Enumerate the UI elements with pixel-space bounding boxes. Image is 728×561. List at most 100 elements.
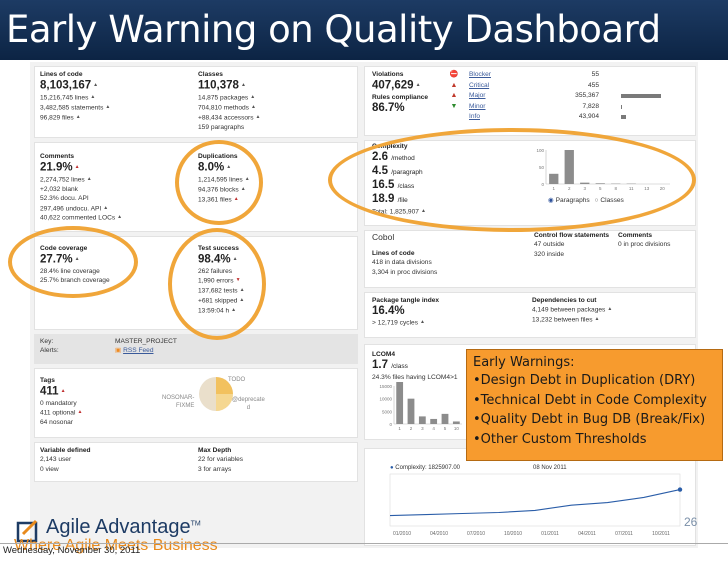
x-tick-label: 5 — [599, 186, 602, 191]
tags-pie-chart — [198, 376, 234, 412]
pie-slice-fixme — [216, 394, 233, 411]
severity-link[interactable]: Critical — [469, 81, 490, 89]
bar — [549, 173, 559, 184]
severity-link[interactable]: Minor — [469, 102, 486, 110]
bar — [441, 413, 449, 424]
severity-link[interactable]: Major — [469, 92, 486, 99]
trend-up-icon: ▲ — [420, 319, 425, 326]
lcom4-widget: LCOM4 1.7 /class 24.3% files having LCOM… — [372, 351, 458, 382]
trend-up-icon: ▲ — [232, 256, 238, 263]
trend-up-icon: ▲ — [226, 164, 232, 171]
x-tick-label: 11 — [629, 186, 634, 191]
severity-bar — [621, 94, 661, 98]
trend-down-icon: ▼ — [235, 277, 241, 284]
panel-size — [34, 66, 358, 138]
max-depth-widget: Max Depth 22 for variables 3 for arrays — [198, 447, 244, 473]
radio-paragraphs[interactable]: ◉ — [548, 197, 554, 204]
tags-widget: Tags 411 ▲ 0 mandatory 411 optional ▲ 64 n… — [40, 377, 83, 427]
trend-up-icon: ▲ — [60, 388, 66, 395]
timeline-date: 08 Nov 2011 — [533, 465, 567, 471]
y-tick-label: 50 — [539, 165, 545, 170]
pie-labels-left: NOSONAR- FIXME — [162, 395, 195, 409]
bar — [564, 150, 574, 184]
severity-count: 7,828 — [582, 102, 599, 110]
x-tick-label: 04/2010 — [430, 531, 448, 537]
callout-item: •Design Debt in Duplication (DRY) — [473, 373, 696, 388]
rss-feed-link[interactable]: RSS Feed — [123, 347, 154, 355]
severity-count: 355,367 — [575, 92, 599, 99]
page-number: 26 — [684, 515, 698, 529]
panel-coverage-tests — [34, 236, 358, 330]
cobol-comments-widget: Comments 0 in proc divisions — [618, 232, 671, 249]
complexity-timeline-chart: 01/2010 04/2010 07/2010 10/2010 01/2011 04/20… — [384, 462, 688, 544]
tags-pie-svg — [199, 377, 233, 411]
callout-item: •Technical Debt in Code Complexity — [473, 392, 707, 408]
severity-icon: ▲ — [450, 92, 458, 99]
severity-count: 55 — [591, 71, 599, 78]
rss-icon: ▣ — [115, 347, 122, 355]
trend-up-icon: ▲ — [420, 208, 426, 215]
trend-up-icon: ▲ — [90, 93, 96, 100]
complexity-widget: Complexity 2.6 /method 4.5 /paragraph 16… — [372, 143, 426, 216]
callout-title: Early Warnings: — [473, 355, 575, 370]
severity-link[interactable]: Info — [469, 113, 480, 120]
trend-up-icon: ▲ — [233, 195, 239, 202]
lines-of-code-widget: Lines of code 8,103,167 ▲ 15,216,745 line… — [40, 71, 111, 122]
complexity-distribution-svg: 100 50 0 1 2 3 5 8 11 13 20 — [536, 148, 670, 191]
y-tick-label: 5000 — [382, 409, 393, 414]
severity-icon: ▲ — [450, 81, 458, 89]
x-tick-label: 13 — [644, 186, 650, 191]
pie-label-todo: TODO — [228, 377, 246, 383]
classes-widget: Classes 110,378 ▲ 14,875 packages ▲ 704,81… — [198, 71, 261, 131]
panel-tags — [34, 368, 358, 438]
trend-up-icon: ▲ — [244, 175, 250, 182]
trend-up-icon: ▲ — [594, 316, 600, 323]
test-success-widget: Test success 98.4% ▲ 262 failures 1,990 e… — [198, 245, 245, 315]
panel-violations — [364, 66, 696, 136]
trend-up-icon: ▲ — [239, 297, 245, 304]
callout-item: •Other Custom Thresholds — [473, 431, 647, 447]
x-tick-label: 2 — [568, 186, 571, 191]
trend-up-icon: ▲ — [105, 103, 111, 110]
panel-tangle — [364, 292, 696, 338]
key-strip — [34, 334, 358, 364]
x-tick-label: 20 — [660, 186, 666, 191]
trend-up-icon: ▲ — [75, 113, 81, 120]
trend-up-icon: ▲ — [250, 93, 256, 100]
x-tick-label: 07/2011 — [615, 531, 633, 537]
pie-slice-todo — [216, 377, 233, 394]
key-value-block: MASTER_PROJECT ▣ RSS Feed — [115, 338, 177, 355]
x-tick-label: 1 — [398, 426, 401, 431]
pie-labels-right: @deprecate d — [232, 397, 265, 411]
x-tick-label: 3 — [583, 186, 586, 191]
slide-date: Wednesday, November 30, 2011 — [3, 545, 141, 556]
slide-title: Early Warning on Quality Dashboard — [6, 8, 661, 51]
trend-up-icon: ▲ — [231, 306, 237, 313]
trend-up-icon: ▲ — [74, 164, 80, 171]
control-flow-widget: Control flow statements 47 outside 320 i… — [534, 232, 610, 258]
trend-up-icon: ▲ — [607, 306, 613, 313]
trend-up-icon: ▲ — [74, 256, 80, 263]
logo-mark-icon — [16, 519, 38, 543]
x-tick-label: 04/2011 — [578, 531, 596, 537]
bar — [452, 421, 460, 424]
severity-link[interactable]: Blocker — [469, 71, 491, 78]
trend-up-icon: ▲ — [103, 204, 109, 211]
timeline-legend: ● Complexity: 1825907.00 — [390, 465, 461, 471]
trend-up-icon: ▲ — [117, 214, 123, 221]
severity-bar — [621, 104, 622, 109]
trend-up-icon: ▲ — [415, 82, 421, 89]
x-tick-label: 2 — [410, 426, 413, 431]
series-point — [677, 487, 683, 492]
y-tick-label: 15000 — [379, 384, 392, 389]
x-tick-label: 01/2010 — [393, 531, 411, 537]
lcom4-distribution-chart: 15000 10000 5000 0 1 2 3 4 5 10 — [372, 382, 466, 434]
violation-row: ▼ Minor 7,828 — [449, 102, 689, 113]
plot-area — [389, 473, 681, 527]
x-tick-label: 07/2010 — [467, 531, 485, 537]
violation-row: ▲ Major 355,367 — [449, 91, 689, 102]
y-tick-label: 0 — [389, 422, 392, 427]
trend-up-icon: ▲ — [255, 113, 261, 120]
bar — [418, 416, 426, 424]
radio-classes[interactable]: ○ — [594, 197, 599, 204]
